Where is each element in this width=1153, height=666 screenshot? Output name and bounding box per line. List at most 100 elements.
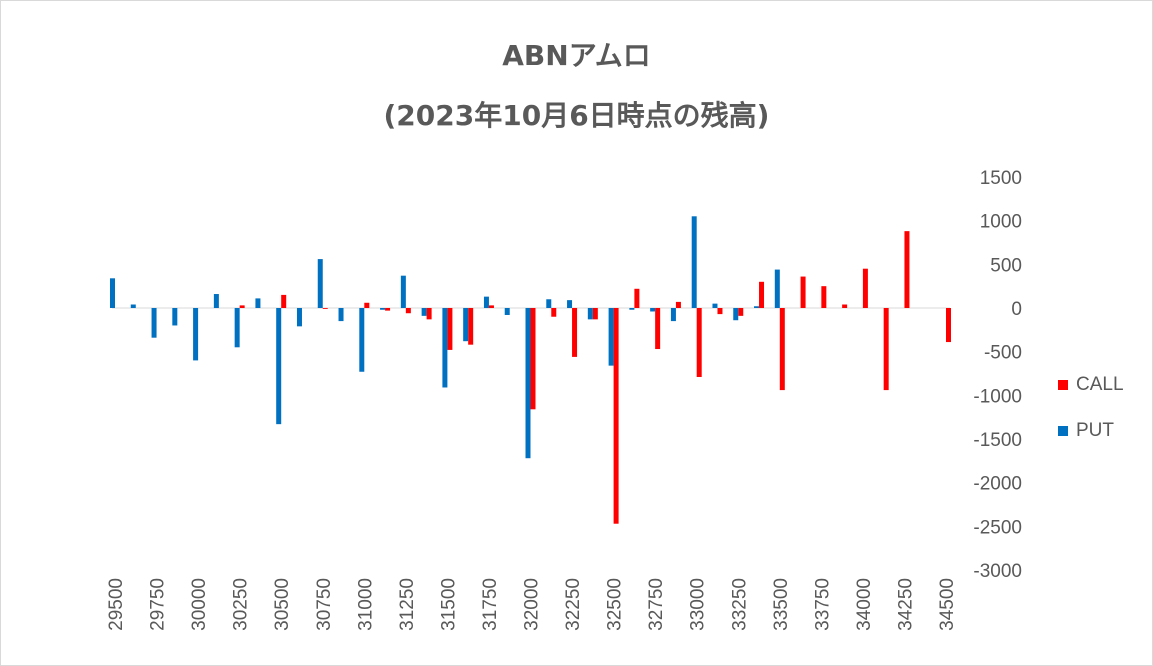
call-bar <box>613 308 619 524</box>
put-bar <box>463 308 469 342</box>
x-tick-label: 30000 <box>189 578 210 631</box>
x-tick-label: 29500 <box>106 578 127 631</box>
x-tick-label: 31500 <box>438 578 459 631</box>
put-bar <box>359 308 365 372</box>
call-bar <box>592 308 598 320</box>
call-bar <box>530 308 536 410</box>
y-tick-label: -1500 <box>973 430 1022 451</box>
x-tick-label: 33750 <box>812 578 833 631</box>
put-bar <box>608 308 614 366</box>
x-tick-label: 33000 <box>688 578 709 631</box>
chart-title: ABNアムロ <box>502 39 651 72</box>
x-tick-label: 29750 <box>148 578 169 631</box>
put-bar <box>338 308 344 322</box>
put-bar <box>400 275 406 308</box>
call-bar <box>447 308 453 350</box>
put-bar <box>421 308 427 316</box>
call-bar <box>779 308 785 391</box>
put-bar <box>442 308 448 388</box>
y-tick-label: -3000 <box>973 561 1022 582</box>
x-tick-label: 34250 <box>895 578 916 631</box>
y-tick-label: -500 <box>984 343 1022 364</box>
put-bar <box>317 259 323 308</box>
put-bar <box>255 298 261 308</box>
x-tick-label: 34000 <box>854 578 875 631</box>
put-bar <box>213 294 219 308</box>
put-bar <box>629 308 635 310</box>
put-bar <box>110 278 115 308</box>
call-bar <box>946 308 951 343</box>
call-bar <box>821 286 827 308</box>
put-bar <box>546 299 552 308</box>
call-bar <box>883 308 889 391</box>
call-bar <box>717 308 723 315</box>
x-tick-label: 30250 <box>231 578 252 631</box>
x-tick-label: 32000 <box>522 578 543 631</box>
put-bar <box>733 308 739 321</box>
put-bar <box>587 308 593 320</box>
legend-swatch-put <box>1058 425 1068 436</box>
y-tick-label: 500 <box>990 255 1022 276</box>
y-tick-label: 1500 <box>980 168 1022 189</box>
x-tick-label: 32250 <box>563 578 584 631</box>
put-bar <box>130 304 136 308</box>
legend-item-put: PUT <box>1058 420 1114 442</box>
legend-swatch-call <box>1058 379 1068 390</box>
x-tick-label: 30500 <box>272 578 293 631</box>
x-tick-label: 32750 <box>646 578 667 631</box>
put-bar <box>504 308 510 315</box>
y-tick-label: 0 <box>1011 299 1022 320</box>
legend-label-put: PUT <box>1076 420 1114 441</box>
x-tick-label: 34500 <box>937 578 958 631</box>
y-tick-label: -2500 <box>973 517 1022 538</box>
put-bar <box>774 269 780 308</box>
call-bar <box>572 308 578 357</box>
x-tick-label: 33500 <box>771 578 792 631</box>
call-bar <box>842 304 848 308</box>
put-bar <box>193 308 199 361</box>
call-bar <box>281 294 287 308</box>
put-bar <box>650 308 656 312</box>
put-bar <box>754 306 760 308</box>
call-bar <box>239 305 245 308</box>
x-tick-label: 31250 <box>397 578 418 631</box>
put-bar <box>670 308 676 322</box>
y-tick-label: -2000 <box>973 474 1022 495</box>
call-bar <box>862 268 868 308</box>
legend-item-call: CALL <box>1058 374 1124 396</box>
put-bar <box>172 308 178 326</box>
call-bar <box>488 305 494 308</box>
call-bar <box>468 308 474 345</box>
call-bar <box>405 308 411 314</box>
call-bar <box>655 308 661 350</box>
chart-subtitle: (2023年10月6日時点の残高) <box>383 99 770 132</box>
y-tick-label: -1000 <box>973 386 1022 407</box>
call-bar <box>675 301 681 308</box>
call-bar <box>904 231 910 308</box>
put-bar <box>380 308 386 310</box>
call-bar <box>385 308 391 311</box>
x-tick-label: 33250 <box>729 578 750 631</box>
x-tick-label: 31750 <box>480 578 501 631</box>
put-bar <box>276 308 282 425</box>
y-tick-label: 1000 <box>980 212 1022 233</box>
x-tick-label: 30750 <box>314 578 335 631</box>
call-bar <box>759 281 765 308</box>
put-bar <box>151 308 157 338</box>
call-bar <box>551 308 557 317</box>
call-bar <box>322 308 328 309</box>
put-bar <box>234 308 240 348</box>
x-tick-label: 32500 <box>605 578 626 631</box>
put-bar <box>691 216 697 308</box>
put-bar <box>712 303 718 308</box>
put-bar <box>296 308 302 327</box>
call-bar <box>634 288 640 308</box>
legend-label-call: CALL <box>1076 374 1124 395</box>
call-bar <box>426 308 432 320</box>
put-bar <box>483 296 489 308</box>
put-bar <box>567 300 573 308</box>
put-bar <box>525 308 531 459</box>
call-bar <box>800 276 806 308</box>
call-bar <box>696 308 702 377</box>
